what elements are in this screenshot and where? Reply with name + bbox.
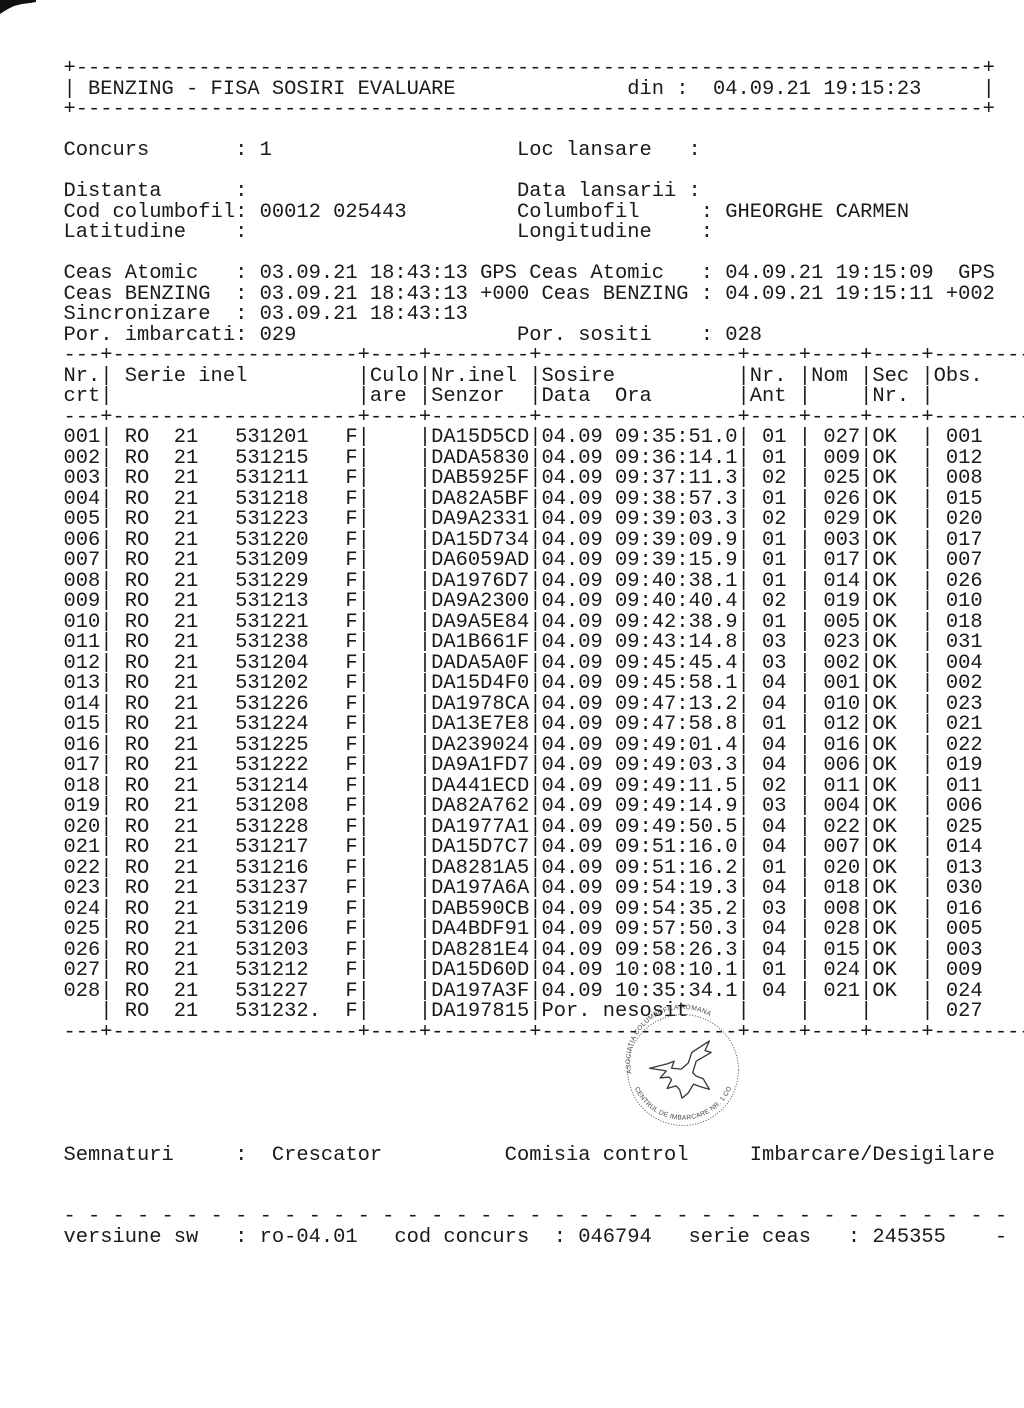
- svg-text:CENTRUL DE IMBARCARE NR. 1 COR: CENTRUL DE IMBARCARE NR. 1 CORCBA: [633, 1065, 734, 1122]
